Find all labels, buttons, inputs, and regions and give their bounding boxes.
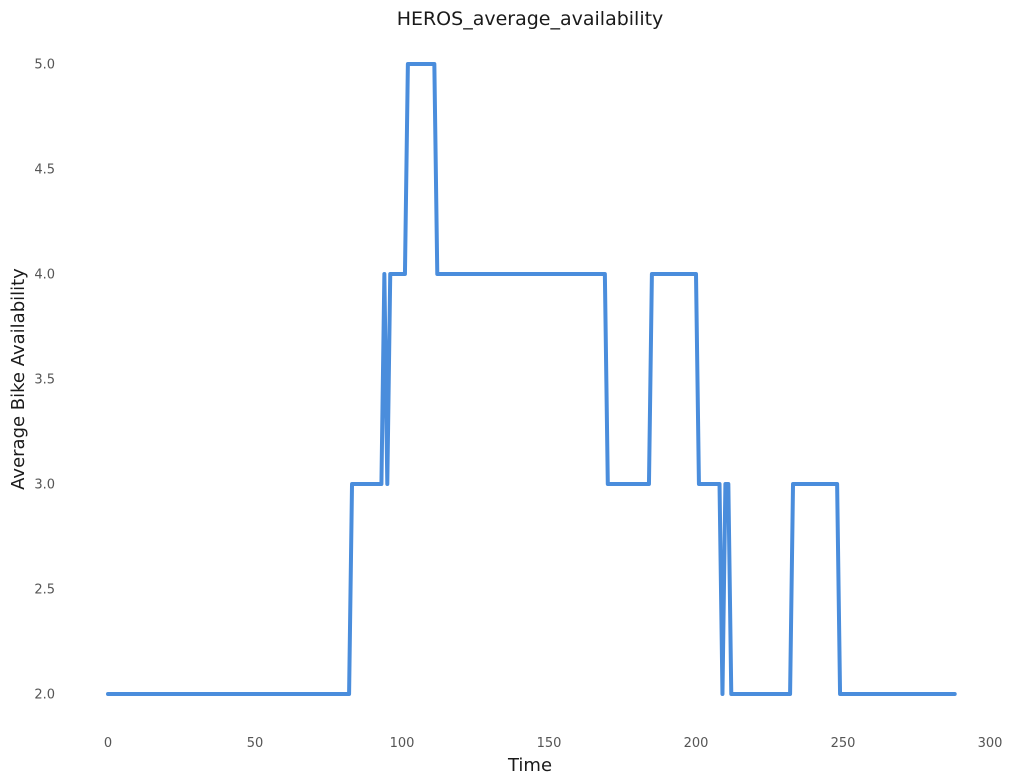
x-axis-label: Time bbox=[507, 755, 552, 776]
y-tick-label: 3.5 bbox=[34, 373, 55, 388]
y-tick-label: 4.0 bbox=[34, 268, 55, 283]
y-tick-label: 4.5 bbox=[34, 163, 55, 178]
x-tick-label: 100 bbox=[390, 736, 415, 751]
y-axis-ticks: 2.0 2.5 3.0 3.5 4.0 4.5 5.0 bbox=[34, 58, 55, 703]
y-tick-label: 2.0 bbox=[34, 688, 55, 703]
series-line bbox=[106, 62, 957, 696]
y-tick-label: 2.5 bbox=[34, 583, 55, 598]
x-tick-label: 300 bbox=[978, 736, 1003, 751]
x-tick-label: 200 bbox=[684, 736, 709, 751]
x-tick-label: 250 bbox=[831, 736, 856, 751]
y-axis-label: Average Bike Availability bbox=[8, 268, 29, 490]
chart-title: HEROS_average_availability bbox=[397, 8, 664, 30]
x-tick-label: 50 bbox=[247, 736, 264, 751]
y-tick-label: 5.0 bbox=[34, 58, 55, 73]
x-axis-ticks: 0 50 100 150 200 250 300 bbox=[104, 736, 1003, 751]
x-tick-label: 0 bbox=[104, 736, 112, 751]
series-layer bbox=[106, 62, 957, 696]
x-tick-label: 150 bbox=[537, 736, 562, 751]
y-tick-label: 3.0 bbox=[34, 478, 55, 493]
